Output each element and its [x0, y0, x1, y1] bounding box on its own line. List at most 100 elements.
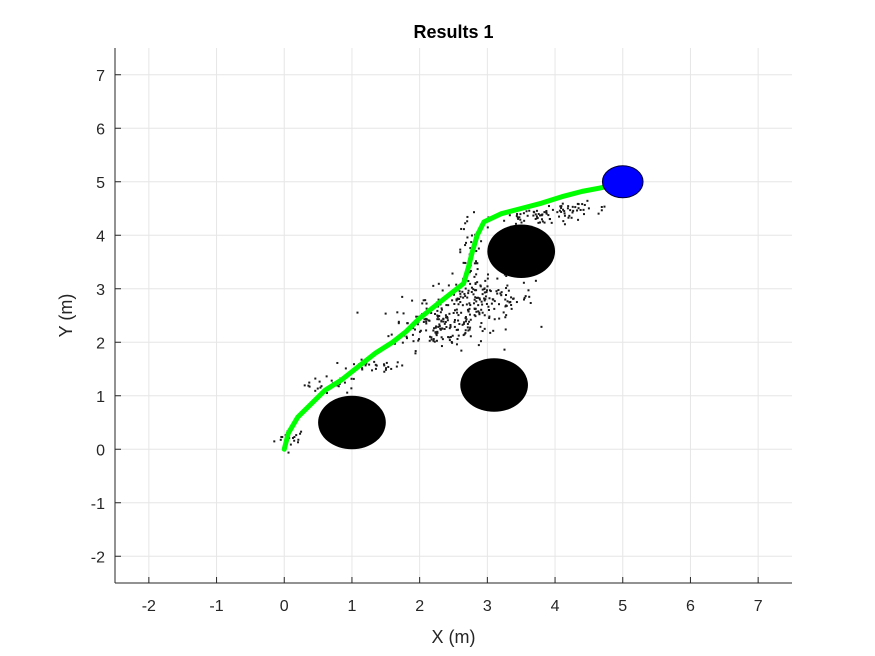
- x-tick-label: 6: [686, 598, 695, 615]
- tree-sample-point: [484, 298, 487, 301]
- tree-sample-point: [477, 247, 480, 250]
- tree-sample-point: [500, 294, 503, 297]
- tree-sample-point: [481, 293, 484, 296]
- tree-sample-point: [572, 209, 575, 212]
- obstacle-2: [460, 358, 528, 412]
- tree-sample-point: [540, 214, 543, 217]
- tree-sample-point: [488, 316, 491, 319]
- tree-sample-point: [396, 311, 399, 314]
- tree-sample-point: [515, 301, 518, 304]
- tree-sample-point: [547, 205, 550, 208]
- y-tick-label: 4: [96, 228, 105, 245]
- tree-sample-point: [411, 333, 414, 336]
- tree-sample-point: [395, 365, 398, 368]
- tree-sample-point: [518, 216, 521, 219]
- tree-sample-point: [436, 330, 439, 333]
- tree-sample-point: [525, 210, 528, 213]
- goal-layer: [601, 165, 644, 199]
- tree-sample-point: [447, 284, 450, 287]
- tree-sample-point: [498, 303, 501, 306]
- tree-sample-point: [464, 329, 467, 332]
- tree-sample-point: [574, 206, 577, 209]
- tree-sample-point: [492, 298, 495, 301]
- tree-sample-point: [383, 364, 386, 367]
- tree-sample-point: [506, 300, 509, 303]
- tree-sample-point: [457, 334, 460, 337]
- y-tick-label: 6: [96, 121, 105, 138]
- tree-sample-point: [485, 291, 488, 294]
- tree-sample-point: [586, 199, 589, 202]
- tree-sample-point: [444, 314, 447, 317]
- tree-sample-point: [466, 326, 469, 329]
- tree-sample-point: [483, 314, 486, 317]
- tree-sample-point: [449, 335, 452, 338]
- tree-sample-point: [538, 221, 541, 224]
- tree-sample-point: [536, 216, 539, 219]
- tree-sample-point: [430, 312, 433, 315]
- path-line: [281, 183, 612, 452]
- tree-sample-point: [551, 208, 554, 211]
- tree-sample-point: [432, 329, 435, 332]
- tree-sample-point: [440, 308, 443, 311]
- tree-sample-point: [514, 222, 517, 225]
- tree-sample-point: [484, 279, 487, 282]
- tree-sample-point: [293, 435, 296, 438]
- tree-sample-point: [597, 212, 600, 215]
- tree-sample-point: [464, 320, 467, 323]
- tree-sample-point: [448, 327, 451, 330]
- tree-sample-point: [453, 321, 456, 324]
- tree-sample-point: [510, 296, 513, 299]
- x-tick-label: 2: [415, 598, 424, 615]
- tree-sample-point: [425, 318, 428, 321]
- tree-sample-point: [437, 318, 440, 321]
- tree-sample-point: [435, 332, 438, 335]
- y-tick-label: -1: [91, 496, 105, 513]
- tree-sample-point: [316, 387, 319, 390]
- tree-sample-point: [297, 441, 300, 444]
- tree-sample-point: [456, 328, 459, 331]
- tree-sample-point: [488, 315, 491, 318]
- tree-sample-point: [485, 289, 488, 292]
- tree-sample-point: [280, 435, 283, 438]
- tree-sample-point: [397, 320, 400, 323]
- tree-sample-point: [287, 451, 290, 454]
- tree-sample-point: [416, 323, 419, 326]
- tree-sample-point: [466, 296, 469, 299]
- tree-sample-point: [473, 262, 476, 265]
- tree-sample-point: [385, 361, 388, 364]
- tree-sample-point: [537, 221, 540, 224]
- tree-sample-point: [387, 365, 390, 368]
- tree-sample-point: [477, 344, 480, 347]
- tree-sample-point: [425, 329, 428, 332]
- tree-sample-point: [457, 303, 460, 306]
- tree-sample-point: [486, 226, 489, 229]
- tree-sample-point: [516, 216, 519, 219]
- tree-sample-point: [560, 205, 563, 208]
- tree-sample-point: [459, 292, 462, 295]
- tree-sample-point: [535, 215, 538, 218]
- path-layer: [281, 183, 612, 452]
- tree-sample-point: [442, 320, 445, 323]
- tree-sample-point: [457, 314, 460, 317]
- tree-sample-point: [475, 262, 478, 265]
- x-tick-label: 3: [483, 598, 492, 615]
- tree-sample-point: [437, 325, 440, 328]
- axes: [114, 48, 792, 584]
- tree-sample-point: [314, 389, 317, 392]
- tree-sample-point: [439, 327, 442, 330]
- tree-sample-point: [563, 223, 566, 226]
- tree-sample-point: [425, 307, 428, 310]
- tree-sample-point: [493, 318, 496, 321]
- tree-sample-point: [448, 312, 451, 315]
- tree-sample-point: [476, 281, 479, 284]
- tree-sample-point: [478, 313, 481, 316]
- tree-sample-point: [438, 323, 441, 326]
- tree-sample-point: [500, 291, 503, 294]
- tree-sample-point: [523, 219, 526, 222]
- tree-sample-point: [505, 287, 508, 290]
- tree-sample-point: [474, 315, 477, 318]
- tree-sample-point: [469, 269, 472, 272]
- tree-sample-point: [440, 307, 443, 310]
- tree-sample-point: [577, 203, 580, 206]
- tree-sample-point: [438, 324, 441, 327]
